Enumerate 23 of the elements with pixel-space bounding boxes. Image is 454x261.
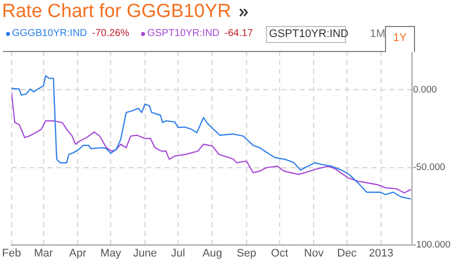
text: 1M: [370, 28, 386, 40]
y-tick-label: -100.000: [413, 240, 451, 251]
text: 1Y: [385, 26, 415, 52]
x-tick-label: Dec: [337, 248, 358, 260]
text: -70.26%: [92, 28, 130, 39]
x-tick-label: Nov: [304, 248, 324, 260]
x-tick-label: Jul: [171, 248, 186, 260]
text: GSPT10YR:IND: [266, 26, 348, 43]
x-tick-label: Apr: [69, 248, 87, 260]
y-tick-label: -50.000: [413, 162, 446, 174]
x-tick-label: Sep: [236, 248, 256, 260]
legend-label: GSPT10YR:IND: [147, 28, 220, 39]
chart-title: Rate Chart for GGGB10YR: [2, 1, 232, 23]
text: -64.17: [224, 28, 253, 39]
x-tick-label: June: [133, 248, 157, 260]
x-tick-label: Oct: [271, 248, 288, 260]
x-tick-label: May: [100, 248, 122, 260]
x-tick-label: Aug: [202, 248, 222, 260]
x-tick-label: 2013: [368, 248, 394, 260]
y-tick-label: 0.000: [413, 84, 437, 96]
legend-label: GGGB10YR:IND: [12, 28, 88, 39]
x-tick-label: Mar: [34, 248, 54, 260]
x-tick-label: Feb: [2, 248, 21, 260]
